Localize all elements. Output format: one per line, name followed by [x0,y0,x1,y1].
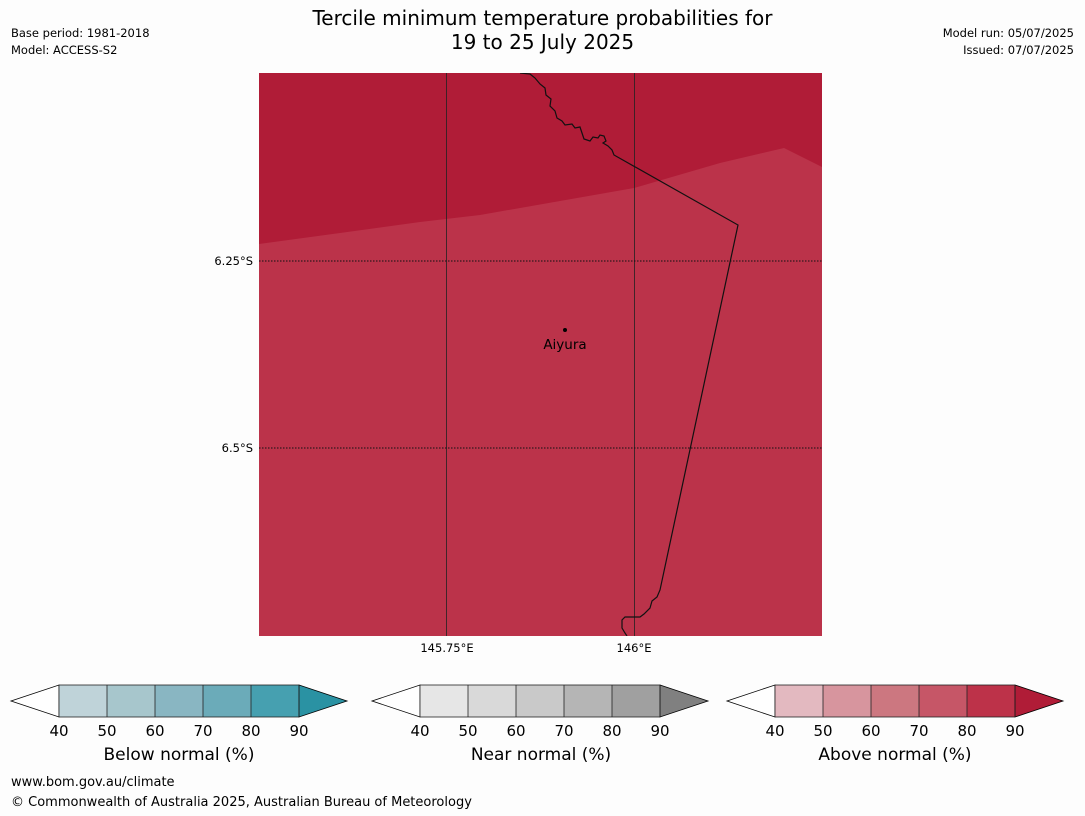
colorbar-segment-70-80 [564,685,612,717]
tick-label: 60 [861,722,881,740]
footer-copyright: © Commonwealth of Australia 2025, Austra… [11,795,472,810]
tick-label: 50 [458,722,478,740]
colorbar-ticks: 40 50 60 70 80 90 [11,720,348,740]
tick-label: 40 [49,722,69,740]
lat-label-6-25: 6.25°S [214,254,253,268]
tick-label: 50 [97,722,117,740]
colorbar-segment-80-90 [612,685,660,717]
issued-text: Issued: 07/07/2025 [963,43,1074,57]
tick-label: 40 [410,722,430,740]
title-line-2: 19 to 25 July 2025 [450,30,635,54]
run-info: Model run: 05/07/2025 Issued: 07/07/2025 [943,25,1074,59]
tick-label: 70 [193,722,213,740]
map-title: Tercile minimum temperature probabilitie… [0,6,1085,54]
tick-label: 50 [813,722,833,740]
legend-below-normal: 40 50 60 70 80 90 [9,684,349,740]
colorbar-ticks: 40 50 60 70 80 90 [727,720,1064,740]
colorbar-segment-50-60 [468,685,516,717]
map-canvas [259,73,822,636]
colorbar-segment-60-70 [871,685,919,717]
colorbar-segment-50-60 [107,685,155,717]
colorbar-below-normal [9,684,349,718]
map-panel [259,73,822,636]
lon-label-145-75: 145.75°E [420,641,474,655]
colorbar-segment-80-90 [967,685,1015,717]
tick-label: 60 [506,722,526,740]
colorbar-near-normal [370,684,710,718]
colorbar-segment-60-70 [516,685,564,717]
tick-label: 60 [145,722,165,740]
legend-title-above-normal: Above normal (%) [818,745,972,765]
title-line-1: Tercile minimum temperature probabilitie… [312,6,773,30]
colorbar-segment-70-80 [203,685,251,717]
legend-above-normal: 40 50 60 70 80 90 [725,684,1065,740]
tick-label: 70 [909,722,929,740]
colorbar-ticks: 40 50 60 70 80 90 [372,720,709,740]
legend-near-normal: 40 50 60 70 80 90 [370,684,710,740]
model-text: Model: ACCESS-S2 [11,43,118,57]
colorbar-under-arrow [725,684,776,718]
place-label-aiyura: Aiyura [543,337,587,353]
colorbar-under-arrow [9,684,60,718]
lon-label-146: 146°E [616,641,652,655]
colorbar-over-arrow [659,684,710,718]
tick-label: 90 [650,722,670,740]
legend-title-near-normal: Near normal (%) [470,745,612,765]
colorbar-segment-60-70 [155,685,203,717]
tick-label: 90 [1005,722,1025,740]
colorbar-segment-80-90 [251,685,299,717]
model-run-text: Model run: 05/07/2025 [942,26,1074,40]
colorbar-segment-40-50 [59,685,107,717]
base-period-text: Base period: 1981-2018 [11,26,150,40]
tick-label: 80 [957,722,977,740]
lat-label-6-5: 6.5°S [221,441,253,455]
legend-title-below-normal: Below normal (%) [103,745,255,765]
tick-label: 70 [554,722,574,740]
footer-url: www.bom.gov.au/climate [11,775,175,790]
colorbar-over-arrow [298,684,349,718]
colorbar-under-arrow [370,684,421,718]
location-dot [563,328,567,332]
colorbar-segment-40-50 [420,685,468,717]
coastline-border [519,73,739,636]
colorbar-segment-70-80 [919,685,967,717]
colorbar-segment-40-50 [775,685,823,717]
tick-label: 40 [765,722,785,740]
tick-label: 80 [241,722,261,740]
tick-label: 90 [289,722,309,740]
tick-label: 80 [602,722,622,740]
colorbar-above-normal [725,684,1065,718]
colorbar-over-arrow [1014,684,1065,718]
probability-band-80-90 [259,73,822,244]
colorbar-segment-50-60 [823,685,871,717]
base-info: Base period: 1981-2018 Model: ACCESS-S2 [11,25,150,59]
